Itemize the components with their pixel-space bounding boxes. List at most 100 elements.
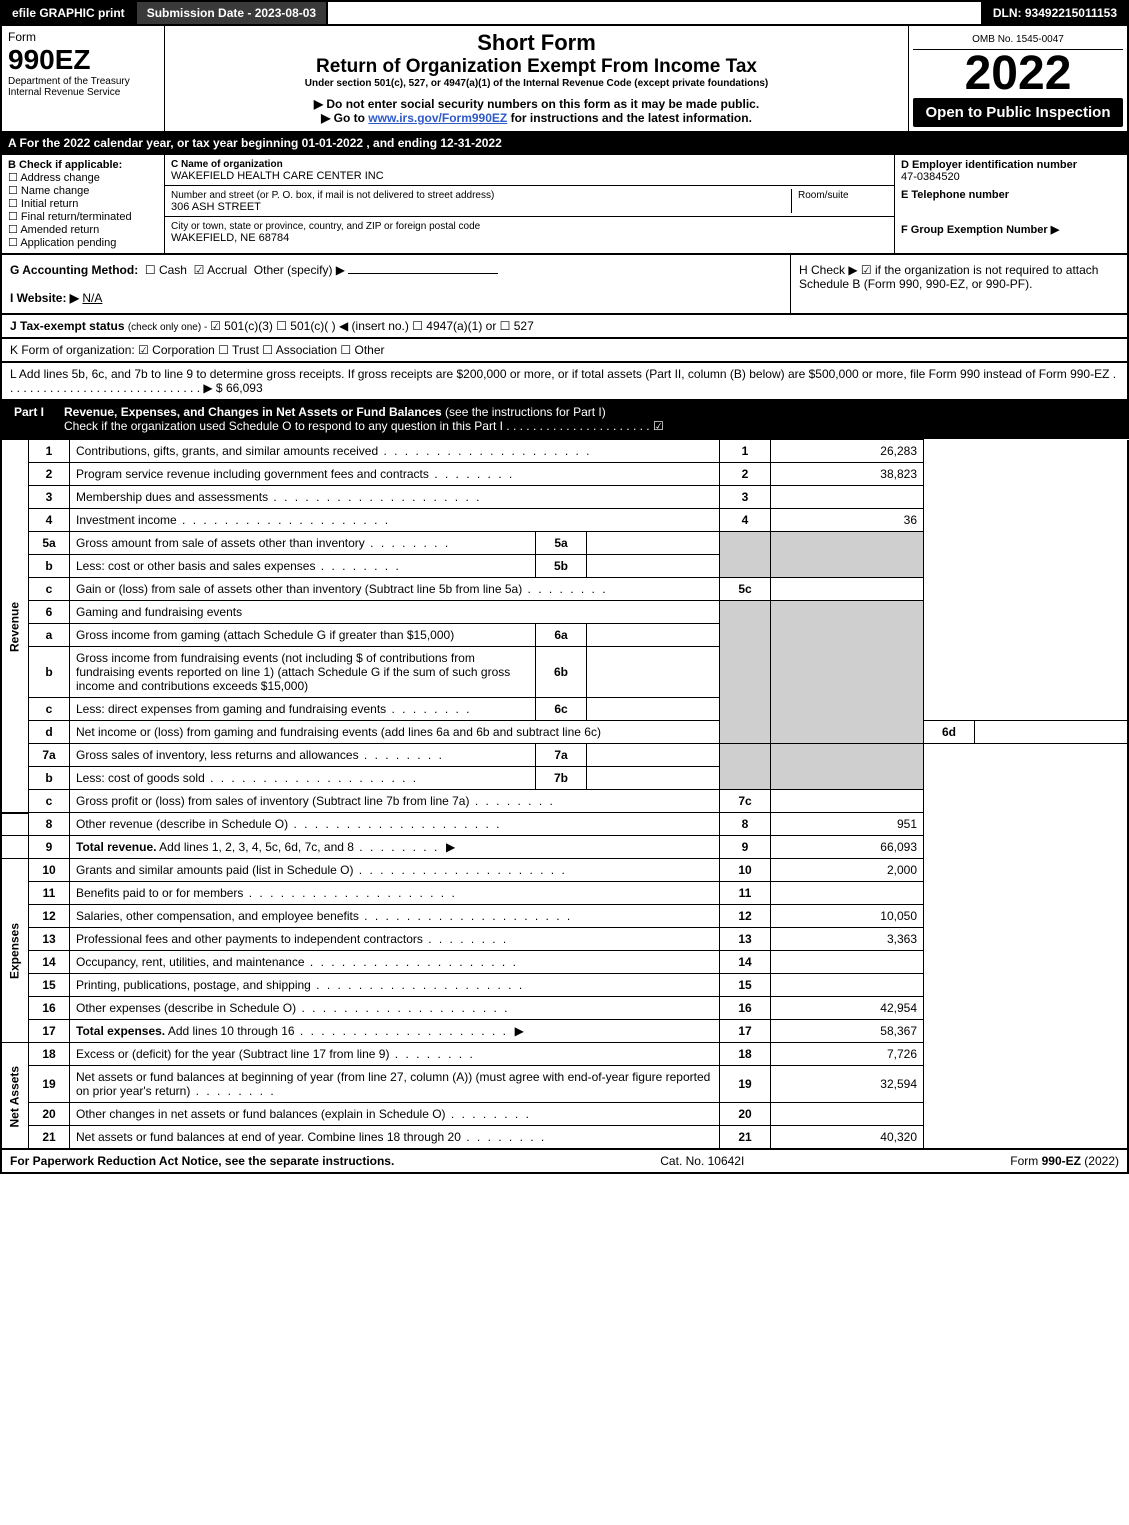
l16-box: 16 [720, 997, 771, 1020]
line-7c: c Gross profit or (loss) from sales of i… [1, 790, 1128, 813]
open-inspection-badge: Open to Public Inspection [913, 98, 1123, 127]
line-6c: c Less: direct expenses from gaming and … [1, 698, 1128, 721]
chk-amended-return[interactable]: Amended return [8, 223, 158, 236]
side-netassets: Net Assets [1, 1043, 29, 1150]
l16-num: 16 [29, 997, 70, 1020]
l6a-num: a [29, 624, 70, 647]
irs-link[interactable]: www.irs.gov/Form990EZ [368, 111, 507, 125]
shade-6-amt [771, 601, 924, 744]
part1-desc: Revenue, Expenses, and Changes in Net As… [56, 401, 1127, 437]
l11-num: 11 [29, 882, 70, 905]
i-website-label: I Website: ▶ [10, 291, 79, 305]
l14-text: Occupancy, rent, utilities, and maintena… [76, 955, 518, 969]
l15-text: Printing, publications, postage, and shi… [76, 978, 524, 992]
section-l: L Add lines 5b, 6c, and 7b to line 9 to … [0, 363, 1129, 401]
l21-text: Net assets or fund balances at end of ye… [76, 1130, 546, 1144]
line-7a: 7a Gross sales of inventory, less return… [1, 744, 1128, 767]
l18-text: Excess or (deficit) for the year (Subtra… [76, 1047, 475, 1061]
l13-num: 13 [29, 928, 70, 951]
l5a-text: Gross amount from sale of assets other t… [76, 536, 450, 550]
line-15: 15 Printing, publications, postage, and … [1, 974, 1128, 997]
l12-box: 12 [720, 905, 771, 928]
l19-amt: 32,594 [771, 1066, 924, 1103]
e-phone-value [901, 201, 1121, 217]
street-row: Number and street (or P. O. box, if mail… [165, 186, 894, 217]
l15-amt [771, 974, 924, 997]
l16-amt: 42,954 [771, 997, 924, 1020]
l20-amt [771, 1103, 924, 1126]
j-small: (check only one) - [128, 322, 210, 333]
street-label: Number and street (or P. O. box, if mail… [171, 190, 494, 201]
l5b-sb: 5b [536, 555, 587, 578]
form-number: 990EZ [8, 44, 158, 76]
d-ein-value: 47-0384520 [901, 171, 1121, 183]
l9-box: 9 [720, 836, 771, 859]
line-6b: b Gross income from fundraising events (… [1, 647, 1128, 698]
l5c-text: Gain or (loss) from sale of assets other… [76, 582, 608, 596]
l10-num: 10 [29, 859, 70, 882]
l6b-subamt [587, 647, 720, 698]
part1-check-line: Check if the organization used Schedule … [64, 419, 664, 433]
l6d-num: d [29, 721, 70, 744]
l10-amt: 2,000 [771, 859, 924, 882]
line-8: 8 Other revenue (describe in Schedule O)… [1, 813, 1128, 836]
chk-application-pending[interactable]: Application pending [8, 236, 158, 249]
l11-box: 11 [720, 882, 771, 905]
l6-num: 6 [29, 601, 70, 624]
shade-7-amt [771, 744, 924, 790]
i-website-value: N/A [82, 291, 102, 305]
l6c-subamt [587, 698, 720, 721]
section-h: H Check ▶ ☑ if the organization is not r… [790, 255, 1127, 313]
l1-amt: 26,283 [771, 440, 924, 463]
line-3: 3 Membership dues and assessments 3 [1, 486, 1128, 509]
l9-amt: 66,093 [771, 836, 924, 859]
l2-box: 2 [720, 463, 771, 486]
l14-amt [771, 951, 924, 974]
l6b-sb: 6b [536, 647, 587, 698]
l6c-num: c [29, 698, 70, 721]
l8-text: Other revenue (describe in Schedule O) [76, 817, 501, 831]
line-5a: 5a Gross amount from sale of assets othe… [1, 532, 1128, 555]
submission-date: Submission Date - 2023-08-03 [137, 2, 328, 24]
line-5b: b Less: cost or other basis and sales ex… [1, 555, 1128, 578]
city-cell: City or town, state or province, country… [165, 217, 894, 247]
line-1: Revenue 1 Contributions, gifts, grants, … [1, 440, 1128, 463]
line-14: 14 Occupancy, rent, utilities, and maint… [1, 951, 1128, 974]
l15-num: 15 [29, 974, 70, 997]
short-form-title: Short Form [175, 30, 898, 56]
chk-final-return[interactable]: Final return/terminated [8, 210, 158, 223]
l9-num: 9 [29, 836, 70, 859]
l7a-subamt [587, 744, 720, 767]
shade-7 [720, 744, 771, 790]
chk-address-change[interactable]: Address change [8, 171, 158, 184]
gh-block: G Accounting Method: Cash Accrual Other … [0, 255, 1129, 315]
side-revenue: Revenue [1, 440, 29, 813]
room-label: Room/suite [798, 190, 849, 201]
l2-amt: 38,823 [771, 463, 924, 486]
header-right: OMB No. 1545-0047 2022 Open to Public In… [908, 26, 1127, 131]
l6d-text: Net income or (loss) from gaming and fun… [70, 721, 720, 744]
j-options: ☑ 501(c)(3) ☐ 501(c)( ) ◀ (insert no.) ☐… [210, 319, 534, 333]
chk-accrual[interactable]: Accrual [194, 263, 247, 277]
l9-text-b: Total revenue. [76, 840, 156, 854]
l8-box: 8 [720, 813, 771, 836]
header-left: Form 990EZ Department of the Treasury In… [2, 26, 165, 131]
chk-initial-return[interactable]: Initial return [8, 197, 158, 210]
chk-cash[interactable]: Cash [145, 263, 187, 277]
l7a-text: Gross sales of inventory, less returns a… [76, 748, 444, 762]
main-title: Return of Organization Exempt From Incom… [175, 56, 898, 78]
l13-text: Professional fees and other payments to … [76, 932, 508, 946]
line-5c: c Gain or (loss) from sale of assets oth… [1, 578, 1128, 601]
l6b-text: Gross income from fundraising events (no… [70, 647, 536, 698]
other-specify-input[interactable] [348, 273, 498, 274]
l19-text: Net assets or fund balances at beginning… [76, 1070, 710, 1098]
l13-box: 13 [720, 928, 771, 951]
section-def: D Employer identification number 47-0384… [894, 155, 1127, 253]
l4-num: 4 [29, 509, 70, 532]
l8-amt: 951 [771, 813, 924, 836]
chk-name-change[interactable]: Name change [8, 184, 158, 197]
tax-year: 2022 [913, 50, 1123, 98]
irs-label: Internal Revenue Service [8, 87, 158, 98]
l3-num: 3 [29, 486, 70, 509]
l6c-sb: 6c [536, 698, 587, 721]
